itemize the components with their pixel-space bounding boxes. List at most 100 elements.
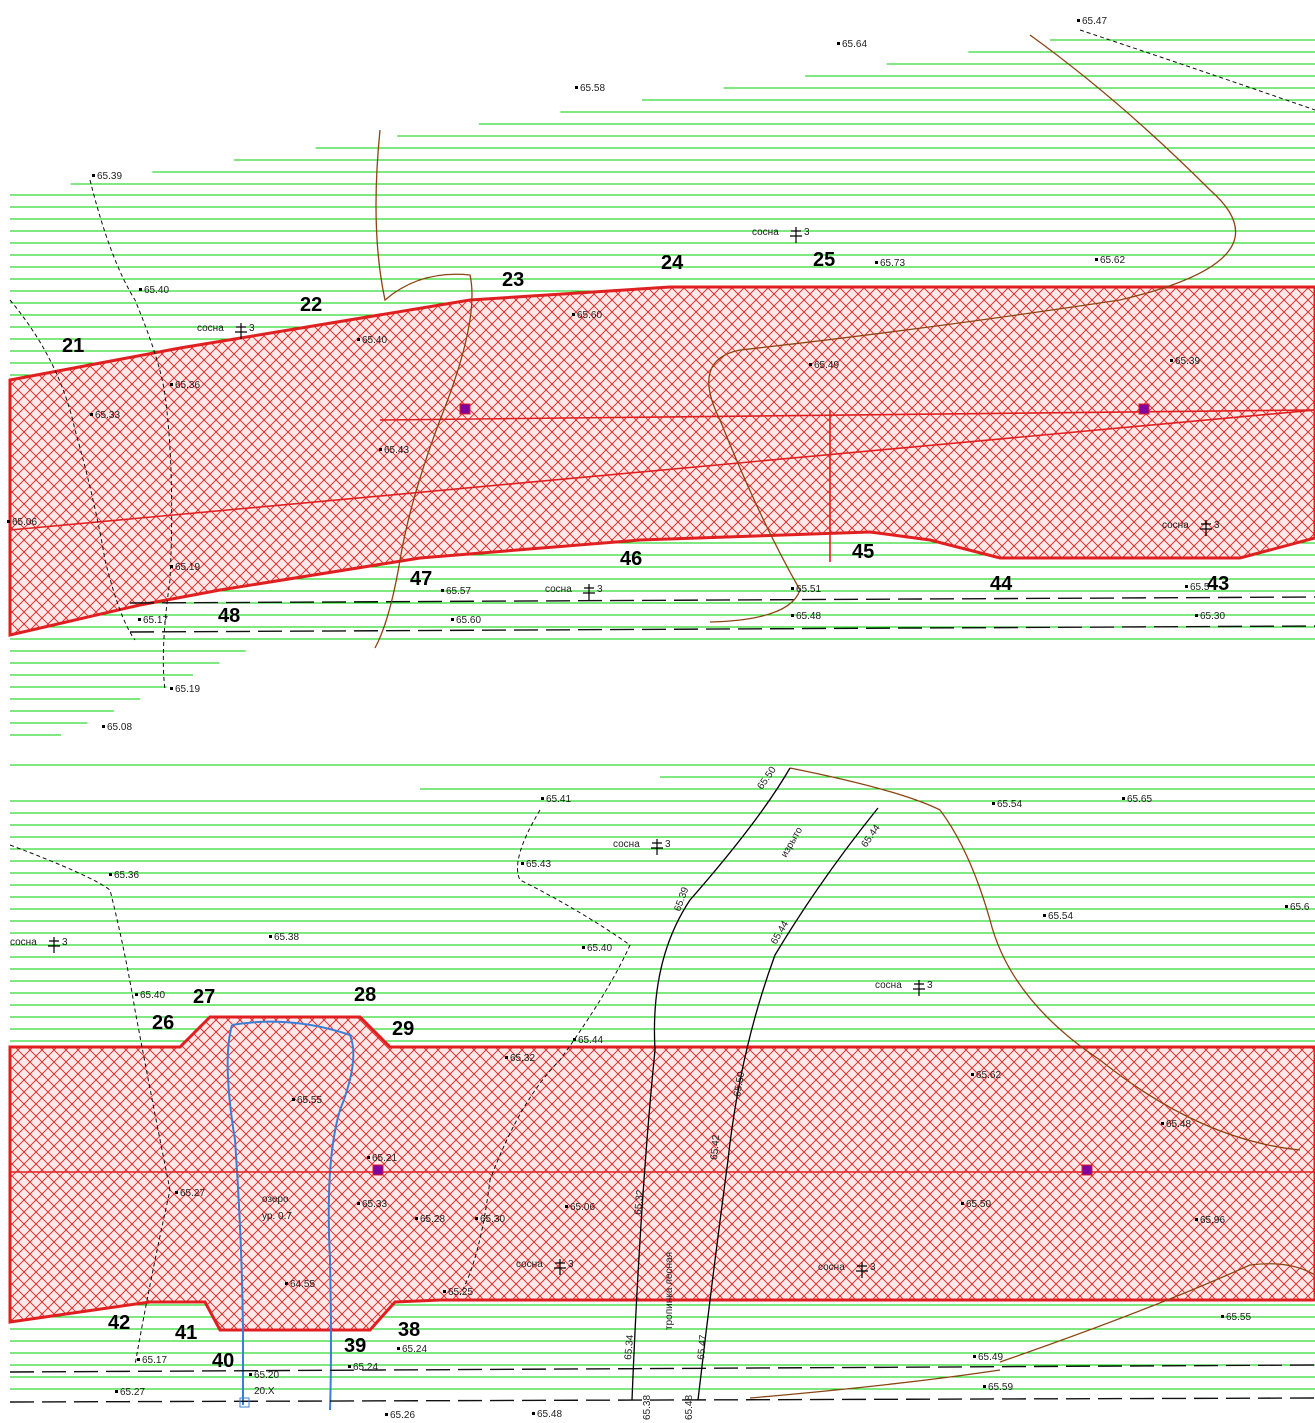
pine-icon [235,323,247,339]
upper-strip-zone [8,285,1315,637]
elevation-label-e54: 65.49 [978,1352,1003,1363]
parcel-number-21: 21 [62,335,84,357]
parcel-number-40: 40 [212,1350,234,1372]
slope-lines [631,767,879,1401]
elevation-label-e47: 65.25 [448,1287,473,1298]
survey-point [170,565,173,568]
survey-point [441,589,444,592]
pine-icon [790,227,802,243]
water-body-outline [226,1020,355,1411]
survey-point [292,1098,295,1101]
pine-count-8: 3 [568,1259,574,1270]
pine-label-4: сосна [1162,520,1189,531]
utility-line-upper [9,409,1315,531]
parcel-number-44: 44 [990,573,1013,595]
survey-point [1161,1122,1164,1125]
contour-label-c11: 65.48 [684,1395,695,1420]
pine-label-8: сосна [516,1259,543,1270]
well-marker-1 [459,403,471,415]
survey-point [1221,1315,1224,1318]
parcel-number-28: 28 [354,984,376,1006]
elevation-label-e59: 65.6 [1290,902,1310,913]
elevation-label-e3: 65.58 [580,83,605,94]
survey-point [170,383,173,386]
pine-icon [554,1259,566,1275]
survey-point [138,618,141,621]
elevation-label-e9: 65.40 [362,335,387,346]
elevation-label-e53: 65.24 [353,1362,378,1373]
well-marker-2 [1138,403,1150,415]
elevation-label-e12: 65.36 [175,380,200,391]
survey-point [521,862,524,865]
survey-point [541,797,544,800]
elevation-label-e39: 65.21 [372,1153,397,1164]
water-level-label: ур. 0.7 [262,1211,292,1222]
pine-count-9: 3 [870,1262,876,1273]
elevation-label-e35: 65.32 [510,1053,535,1064]
elevation-label-e58: 65.48 [537,1409,562,1420]
parcel-number-39: 39 [344,1335,366,1357]
elevation-label-e17: 65.57 [446,586,471,597]
elevation-label-e50: 65.17 [142,1355,167,1366]
survey-point [565,1205,568,1208]
survey-point [249,1373,252,1376]
survey-points [7,19,1288,1416]
contour-label-c10: 65.38 [642,1395,653,1420]
elevation-label-e21: 65.48 [796,611,821,622]
survey-point [357,1202,360,1205]
survey-point [582,946,585,949]
survey-point [971,1073,974,1076]
elevation-label-e25: 65.41 [546,794,571,805]
parcel-number-47: 47 [410,568,432,590]
survey-point [791,587,794,590]
elevation-label-e2: 65.64 [842,39,867,50]
survey-point [791,614,794,617]
pine-count-1: 3 [804,227,810,238]
survey-point [1185,585,1188,588]
pine-count-5: 3 [665,839,671,850]
elevation-label-e38: 65.48 [1166,1119,1191,1130]
elevation-label-e56: 65.27 [120,1387,145,1398]
note-izryto: изрыто [779,825,805,859]
elevation-label-e27: 65.65 [1127,794,1152,805]
survey-point [837,42,840,45]
parcel-number-45: 45 [852,541,874,563]
elevation-label-e4: 65.39 [97,171,122,182]
pine-label-6: сосна [10,937,37,948]
survey-point [443,1290,446,1293]
parcel-number-41: 41 [175,1322,197,1344]
survey-point [415,1217,418,1220]
survey-point [115,1390,118,1393]
pine-icon [651,839,663,855]
dash-dot-lines [9,29,1315,1366]
elevation-label-e36: 65.62 [976,1070,1001,1081]
survey-point [367,1156,370,1159]
pine-label-5: сосна [613,839,640,850]
elevation-label-e34: 65.44 [578,1035,603,1046]
road-edges [9,596,1315,1403]
survey-point [1077,19,1080,22]
contour-lines [374,34,1315,1399]
elevation-label-e8: 65.60 [577,310,602,321]
elevation-label-e41: 65.30 [480,1214,505,1225]
survey-point [573,1038,576,1041]
parcel-number-26: 26 [152,1012,174,1034]
elevation-label-e55: 65.59 [988,1382,1013,1393]
elevation-label-e13: 65.33 [95,410,120,421]
pine-count-2: 3 [249,323,255,334]
survey-point [139,288,142,291]
elevation-label-e19: 65.17 [143,615,168,626]
survey-point [385,1413,388,1416]
elevation-label-e22: 65.30 [1200,611,1225,622]
pine-label-3: сосна [545,584,572,595]
survey-point [102,725,105,728]
parcel-number-38: 38 [398,1319,420,1341]
survey-point [973,1355,976,1358]
elevation-label-e33: 65.40 [140,990,165,1001]
elevation-label-e14: 65.43 [384,445,409,456]
pine-count-7: 3 [927,980,933,991]
water-gauge-icon [239,1397,250,1408]
pine-count-3: 3 [597,584,603,595]
